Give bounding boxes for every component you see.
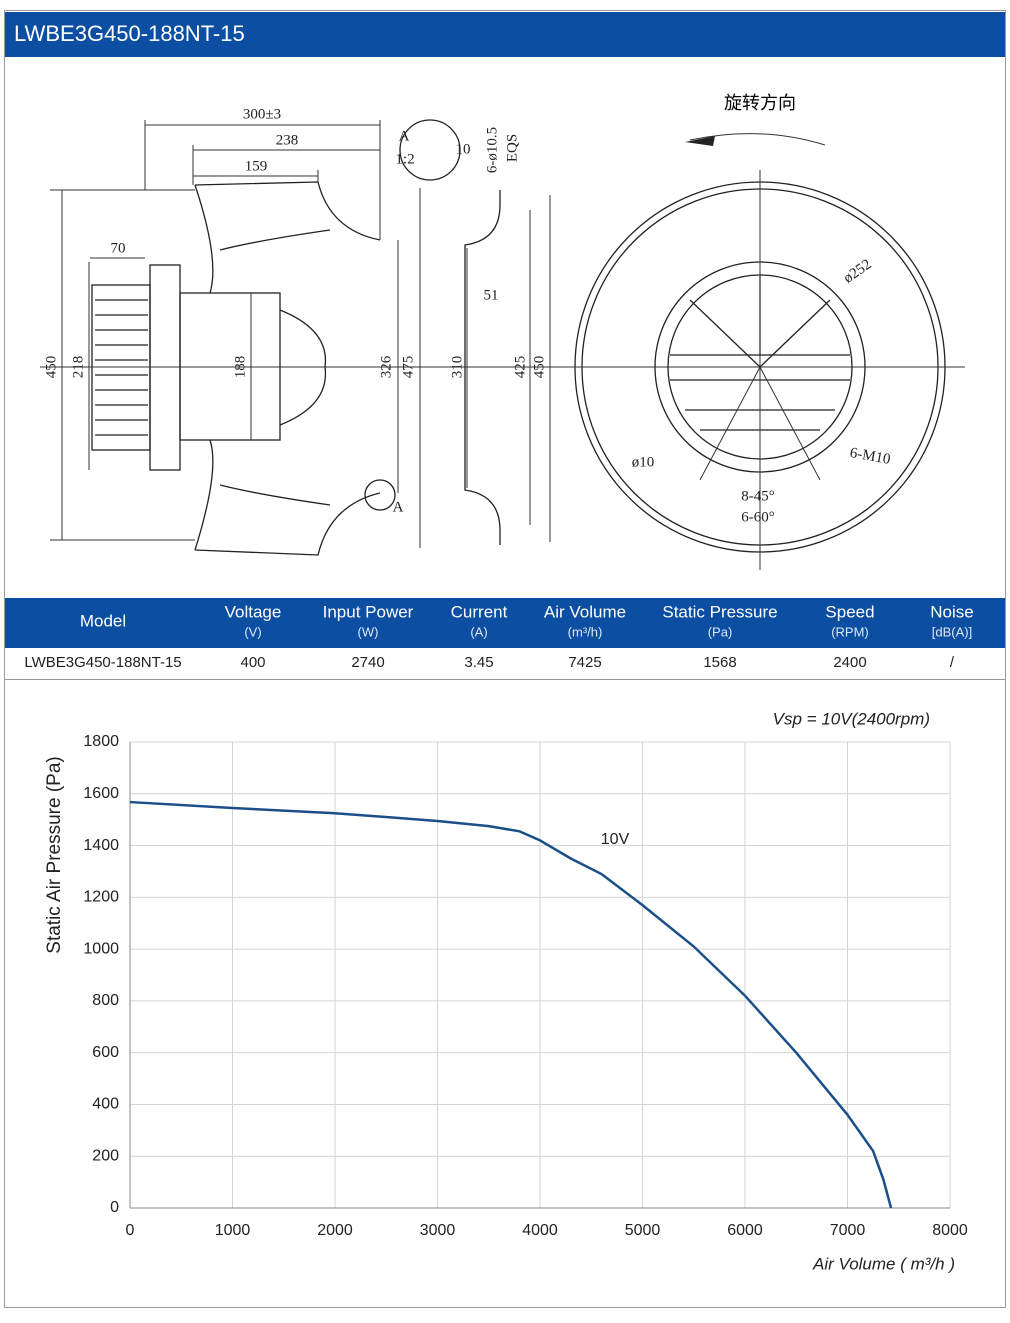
dimension: 238: [276, 132, 299, 148]
y-tick-label: 0: [110, 1199, 119, 1216]
dimension: 425: [512, 356, 528, 379]
dimension: 70: [111, 240, 126, 256]
column-name: Input Power: [323, 602, 414, 621]
table-cell: 1568: [703, 654, 736, 671]
table-cell: LWBE3G450-188NT-15: [24, 654, 181, 671]
header-title: LWBE3G450-188NT-15: [14, 21, 245, 46]
x-tick-label: 1000: [215, 1222, 251, 1239]
chart: 0 200 400 600 800 1000 1200 1400 1600 1800 0 1000 20…: [44, 709, 968, 1273]
x-tick-label: 8000: [932, 1222, 968, 1239]
y-tick-label: 1400: [83, 837, 119, 854]
ring-profile: [464, 190, 501, 545]
spec-table: Model Voltage (V) Input Power (W) Current (A) A…: [5, 598, 1005, 680]
dimension: 6-ø10.5: [484, 127, 500, 173]
dimension: 1:2: [395, 151, 414, 167]
x-tick-label: 6000: [727, 1222, 763, 1239]
column-unit: (RPM): [831, 624, 869, 639]
motor-fins: [95, 299, 148, 436]
column-name: Noise: [930, 602, 973, 621]
column-name: Model: [80, 611, 126, 630]
rotation-label: 旋转方向: [724, 93, 796, 114]
column-unit: (Pa): [708, 624, 733, 639]
y-tick-label: 400: [92, 1096, 119, 1113]
column-name: Static Pressure: [662, 602, 777, 621]
column-unit: (W): [358, 624, 379, 639]
x-tick-label: 5000: [625, 1222, 661, 1239]
dimension: 188: [232, 356, 248, 379]
column-unit: (V): [244, 624, 261, 639]
dimension: 6-60°: [741, 509, 775, 525]
column-name: Current: [451, 602, 508, 621]
dimension: 475: [400, 356, 416, 379]
x-tick-label: 7000: [830, 1222, 866, 1239]
table-cell: 2740: [351, 654, 384, 671]
dimension: 300±3: [243, 106, 281, 122]
column-name: Voltage: [225, 602, 282, 621]
dimension: A: [399, 128, 410, 144]
table-cell: 7425: [568, 654, 601, 671]
dimension: 450: [43, 356, 59, 379]
y-tick-label: 1000: [83, 940, 119, 957]
y-tick-label: 600: [92, 1044, 119, 1061]
x-tick-label: 4000: [522, 1222, 558, 1239]
table-cell: 2400: [833, 654, 866, 671]
y-tick-label: 800: [92, 992, 119, 1009]
frame: [4, 10, 1006, 1308]
dimension: A: [393, 499, 404, 515]
column-name: Speed: [825, 602, 874, 621]
column-name: Air Volume: [544, 602, 626, 621]
column-unit: [dB(A)]: [932, 624, 972, 639]
rotation-arrow: [685, 136, 715, 146]
x-tick-label: 3000: [420, 1222, 456, 1239]
series-label: 10V: [601, 831, 630, 848]
y-tick-label: 1800: [83, 733, 119, 750]
detail-circle: [364, 479, 396, 511]
y-tick-label: 200: [92, 1147, 119, 1164]
dimension: 6-M10: [849, 445, 892, 468]
dimension: EQS: [504, 134, 520, 162]
dimension-lines: [40, 120, 560, 548]
center-lines: [560, 133, 965, 570]
dimension: 51: [484, 287, 499, 303]
drawing: 旋转方向 300±3 238 159 70 450 218 188 326 47…: [40, 93, 965, 570]
dimension: 310: [449, 356, 465, 379]
y-axis-title: Static Air Pressure (Pa): [44, 756, 65, 953]
column-unit: (A): [470, 624, 487, 639]
table-cell: /: [950, 654, 955, 671]
dimension: 218: [70, 356, 86, 379]
dimension: 10: [456, 141, 471, 157]
table-cell: 400: [240, 654, 265, 671]
dimension: 326: [378, 355, 394, 378]
annotation: Vsp = 10V(2400rpm): [773, 709, 930, 728]
dimension: 450: [531, 356, 547, 379]
dimension: 159: [245, 158, 268, 174]
x-tick-label: 2000: [317, 1222, 353, 1239]
table-header: [5, 598, 1005, 648]
dimension: 8-45°: [741, 488, 775, 504]
x-tick-label: 0: [126, 1222, 135, 1239]
y-tick-label: 1200: [83, 889, 119, 906]
dimension: ø10: [632, 454, 655, 470]
y-tick-label: 1600: [83, 785, 119, 802]
column-unit: (m³/h): [568, 624, 603, 639]
detail-circle: [399, 119, 461, 181]
x-axis-title: Air Volume ( m³/h ): [812, 1254, 955, 1273]
header-bar: [5, 12, 1005, 57]
series-line: [129, 800, 893, 1209]
table-cell: 3.45: [464, 654, 493, 671]
